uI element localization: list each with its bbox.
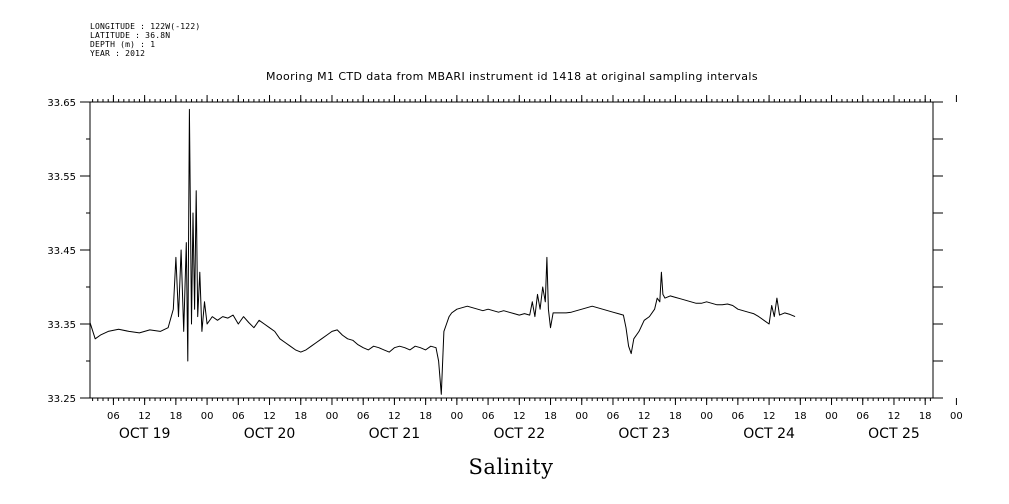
- x-day-label: OCT 24: [743, 426, 795, 442]
- x-day-label: OCT 21: [369, 426, 421, 442]
- x-tick-label: 06: [107, 411, 120, 422]
- chart-title: Mooring M1 CTD data from MBARI instrumen…: [266, 70, 758, 83]
- x-tick-label: 00: [825, 411, 838, 422]
- x-tick-label: 00: [201, 411, 214, 422]
- x-tick-label: 00: [450, 411, 463, 422]
- x-day-label: OCT 19: [119, 426, 171, 442]
- axes: 06 12 18 00 06 12 18 00 06 12 18 00 06 12 18 00 06 12 18 00…: [47, 95, 963, 442]
- x-tick-label: 06: [232, 411, 245, 422]
- x-tick-label: 18: [544, 411, 557, 422]
- x-tick-label: 00: [326, 411, 339, 422]
- x-tick-label: 00: [950, 411, 963, 422]
- x-tick-label: 18: [919, 411, 932, 422]
- x-tick-label: 12: [138, 411, 151, 422]
- x-day-label: OCT 20: [244, 426, 296, 442]
- longitude-text: LONGITUDE : 122W(-122): [90, 22, 201, 31]
- x-tick-label: 06: [856, 411, 869, 422]
- x-tick-label: 18: [794, 411, 807, 422]
- metadata-block: LONGITUDE : 122W(-122) LATITUDE : 36.8N …: [90, 22, 200, 58]
- x-tick-label: 18: [294, 411, 307, 422]
- x-axis-label: Salinity: [469, 455, 554, 479]
- latitude-text: LATITUDE : 36.8N: [90, 31, 171, 40]
- x-tick-label: 18: [669, 411, 682, 422]
- x-tick-label: 06: [731, 411, 744, 422]
- x-tick-label: 00: [575, 411, 588, 422]
- depth-text: DEPTH (m) : 1: [90, 40, 156, 49]
- year-text: YEAR : 2012: [90, 49, 146, 58]
- x-tick-label: 18: [169, 411, 182, 422]
- x-tick-label: 06: [607, 411, 620, 422]
- x-tick-label: 00: [700, 411, 713, 422]
- plot-frame: [89, 101, 934, 399]
- x-tick-label: 12: [888, 411, 901, 422]
- y-tick-label: 33.65: [47, 98, 76, 109]
- x-day-label: OCT 22: [493, 426, 545, 442]
- salinity-series-line: [89, 108, 796, 395]
- x-tick-label: 12: [263, 411, 276, 422]
- x-tick-label: 06: [357, 411, 370, 422]
- x-tick-label: 12: [638, 411, 651, 422]
- x-tick-label: 12: [388, 411, 401, 422]
- x-tick-label: 06: [482, 411, 495, 422]
- series-group: [89, 108, 796, 395]
- x-tick-label: 12: [513, 411, 526, 422]
- y-tick-label: 33.25: [47, 394, 76, 405]
- x-day-label: OCT 25: [868, 426, 920, 442]
- y-tick-label: 33.45: [47, 246, 76, 257]
- x-day-label: OCT 23: [618, 426, 670, 442]
- x-tick-label: 12: [763, 411, 776, 422]
- y-tick-label: 33.35: [47, 320, 76, 331]
- x-tick-label: 18: [419, 411, 432, 422]
- y-tick-label: 33.55: [47, 172, 76, 183]
